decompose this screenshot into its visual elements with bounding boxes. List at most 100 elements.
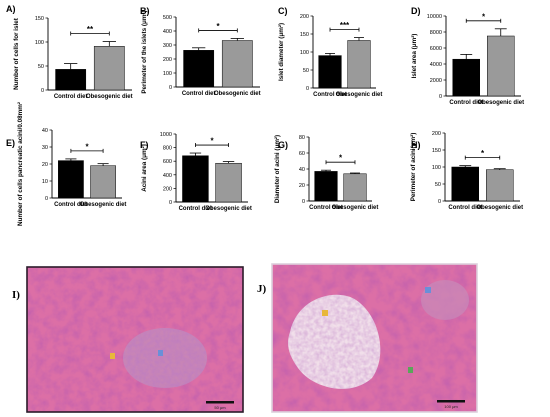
chart-panel-6: F) 0 200 400 600 800 1000 Acini area (μm²) Contr… — [140, 132, 252, 212]
micrograph-i: I) 50 μm — [12, 266, 244, 413]
y-tick-label: 0 — [306, 86, 309, 92]
y-tick-label: 200 — [432, 131, 441, 137]
category-label: Control diet — [54, 94, 88, 100]
y-tick-label: 100 — [432, 165, 441, 171]
y-tick-label: 300 — [163, 43, 172, 49]
category-label: Control diet — [309, 205, 343, 211]
panel-label: B) — [140, 6, 150, 16]
y-tick-label: 10 — [42, 179, 48, 185]
y-axis-title: Diameter of acini (μm²) — [274, 135, 281, 203]
significance-label: * — [216, 22, 220, 31]
marker-blue — [158, 350, 163, 356]
category-label: Control diet — [179, 206, 213, 212]
category-label: Obesogenic diet — [80, 202, 127, 208]
category-label: Obesogenic diet — [214, 91, 261, 97]
significance-label: * — [481, 149, 485, 158]
category-label: Control diet — [448, 205, 482, 211]
y-tick-label: 600 — [163, 159, 172, 165]
significance-label: * — [339, 154, 343, 163]
y-axis-title: Number of cells for islet — [13, 17, 20, 90]
marker-green — [408, 367, 413, 373]
scale-bar-line — [437, 400, 465, 403]
y-tick-label: 500 — [163, 15, 172, 21]
panel-label: G) — [278, 140, 288, 150]
scale-bar-line — [206, 401, 234, 404]
panel-label: F) — [140, 140, 149, 150]
y-tick-label: 10000 — [427, 14, 442, 20]
category-label: Control diet — [313, 92, 347, 98]
category-label: Control diet — [54, 202, 88, 208]
category-label: Control diet — [449, 100, 483, 106]
y-tick-label: 100 — [300, 50, 309, 56]
y-tick-label: 30 — [42, 145, 48, 151]
significance-label: * — [482, 12, 486, 21]
y-tick-label: 60 — [299, 151, 305, 157]
category-label: Obesogenic diet — [476, 205, 523, 211]
bar-control — [55, 69, 87, 91]
y-tick-label: 200 — [163, 186, 172, 192]
bar-control — [183, 50, 215, 88]
scale-bar-text: 100 μm — [444, 404, 458, 409]
y-axis-title: Acini area (μm²) — [141, 144, 148, 192]
y-tick-label: 6000 — [430, 46, 442, 52]
chart-panel-2: B) 0 100 200 300 400 500 Perimeter of the islet… — [140, 6, 261, 97]
panel-label: C) — [278, 6, 288, 16]
panel-label: H) — [411, 140, 421, 150]
bar-control — [58, 160, 84, 199]
y-tick-label: 0 — [302, 199, 305, 205]
panel-label: E) — [6, 138, 15, 148]
bar-control — [318, 55, 342, 89]
y-tick-label: 0 — [439, 94, 442, 100]
y-axis-title: Perimeter of acini(μm²) — [410, 133, 417, 202]
y-tick-label: 100 — [35, 40, 44, 46]
bar-obesogenic — [221, 40, 253, 88]
significance-label: * — [210, 137, 214, 146]
y-tick-label: 40 — [299, 167, 305, 173]
bar-control — [452, 58, 480, 97]
micrograph-j-acinar-cluster — [421, 280, 469, 320]
micrograph-j-label: J) — [257, 283, 267, 295]
y-tick-label: 400 — [163, 173, 172, 179]
bar-obesogenic — [487, 35, 515, 97]
y-tick-label: 80 — [299, 135, 305, 141]
y-tick-label: 50 — [303, 68, 309, 74]
y-tick-label: 200 — [300, 14, 309, 20]
y-axis-title: Number of cells pancreatic acini/0.08mm² — [17, 102, 24, 226]
y-tick-label: 100 — [163, 71, 172, 77]
y-tick-label: 0 — [45, 196, 48, 202]
micrograph-i-markers — [110, 350, 163, 359]
significance-label: * — [85, 142, 89, 151]
y-tick-label: 150 — [35, 16, 44, 22]
y-tick-label: 1000 — [160, 132, 172, 138]
y-axis-title: Islet area (μm²) — [411, 34, 418, 79]
y-tick-label: 150 — [432, 148, 441, 154]
marker-yellow — [322, 310, 328, 316]
micrograph-i-islet-texture — [123, 328, 207, 388]
y-tick-label: 800 — [163, 146, 172, 152]
micrograph-i-label: I) — [12, 289, 20, 301]
y-axis-title: Perimeter of the islets (μm²) — [141, 10, 148, 93]
significance-label: ** — [87, 25, 94, 34]
y-tick-label: 400 — [163, 29, 172, 35]
chart-panel-7: G) 0 20 40 60 80 Diameter of acini (μm²) Contro… — [274, 135, 378, 211]
category-label: Control diet — [182, 91, 216, 97]
category-label: Obesogenic diet — [336, 92, 383, 98]
y-axis-title: Islet diameter (μm²) — [278, 23, 285, 81]
marker-yellow — [110, 353, 115, 359]
micrograph-i-scale-bar: 50 μm — [206, 401, 234, 410]
micrograph-j-markers — [322, 287, 431, 373]
bar-obesogenic — [343, 173, 367, 202]
category-label: Obesogenic diet — [86, 94, 133, 100]
bar-obesogenic — [486, 169, 514, 202]
panel-label: D) — [411, 6, 421, 16]
chart-panel-3: C) 0 50 100 150 200 Islet diameter (μm²) Contro… — [278, 6, 382, 98]
bar-obesogenic — [90, 165, 116, 199]
chart-panel-4: D) 0 2000 4000 6000 8000 10000 Islet area (μm²)… — [411, 6, 524, 106]
scale-bar-text: 50 μm — [214, 405, 226, 410]
bar-obesogenic — [347, 40, 371, 89]
panel-label: A) — [6, 4, 16, 14]
y-tick-label: 150 — [300, 32, 309, 38]
y-tick-label: 0 — [169, 85, 172, 91]
